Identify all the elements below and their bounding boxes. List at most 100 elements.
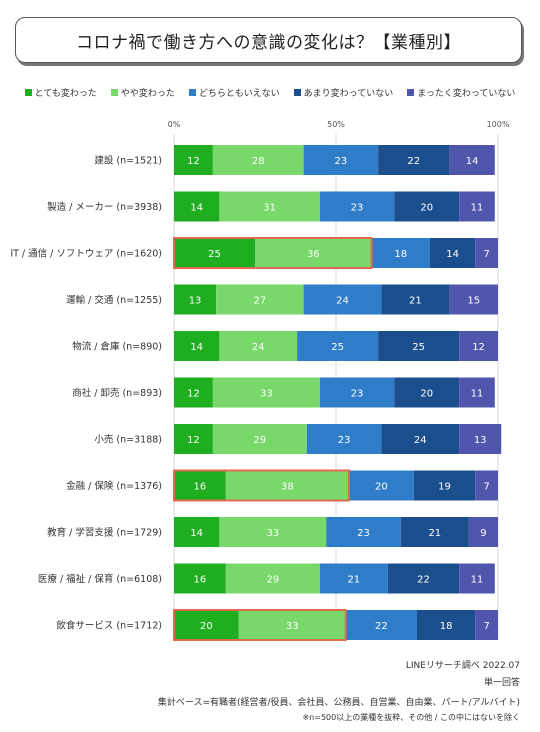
category-label: 商社 / 卸売 (n=893) bbox=[72, 387, 162, 399]
bar-segment bbox=[326, 517, 401, 547]
legend-label: とても変わった bbox=[34, 88, 97, 99]
data-label: 24 bbox=[336, 296, 349, 307]
bar-segment bbox=[174, 331, 220, 361]
category-label: 製造 / メーカー (n=3938) bbox=[47, 201, 162, 213]
data-label: 18 bbox=[440, 621, 453, 632]
data-label: 28 bbox=[252, 156, 265, 167]
legend-label: まったく変わっていない bbox=[417, 88, 516, 99]
data-label: 19 bbox=[438, 482, 451, 493]
bar-segment bbox=[174, 424, 213, 454]
bar-segment bbox=[378, 331, 460, 361]
chart-title: コロナ禍で働き方への意識の変化は？【業種別】 bbox=[15, 17, 522, 63]
data-label: 21 bbox=[347, 575, 360, 586]
data-label: 16 bbox=[194, 482, 207, 493]
data-label: 29 bbox=[253, 435, 266, 446]
bar-segment bbox=[394, 377, 460, 408]
footer-note: ※n=500以上の業種を抜粋、その他 / この中にはないを除く bbox=[302, 713, 520, 722]
data-label: 15 bbox=[467, 296, 480, 307]
stacked-bar-chart: 0% 50% 100% 建設 (n=1521) 12 28 23 22 14 製造 / メーカー … bbox=[10, 120, 510, 641]
data-label: 27 bbox=[253, 296, 266, 307]
bar-segment bbox=[174, 238, 255, 268]
data-label: 20 bbox=[420, 389, 433, 400]
footer-base: 集計ベース=有職者(経営者/役員、会社員、公務員、自営業、自由業、パート/アルバ… bbox=[157, 698, 520, 708]
legend-item-not-much-changed: あまり変わっていない bbox=[293, 84, 394, 100]
x-tick-label: 0% bbox=[168, 120, 181, 129]
bar-segment bbox=[238, 610, 346, 640]
bar-segment bbox=[417, 610, 476, 640]
bar-segment bbox=[174, 145, 213, 175]
data-label: 14 bbox=[190, 528, 203, 539]
bar-segment bbox=[219, 331, 298, 361]
category-label: IT / 通信 / ソフトウェア (n=1620) bbox=[10, 248, 162, 260]
data-label: 14 bbox=[446, 249, 459, 260]
data-label: 14 bbox=[466, 156, 479, 167]
legend-swatch bbox=[293, 88, 301, 96]
bar-segment bbox=[394, 191, 460, 222]
bar-segment bbox=[475, 238, 498, 268]
bar-segment bbox=[413, 470, 476, 501]
data-label: 22 bbox=[407, 156, 420, 167]
data-label: 22 bbox=[417, 575, 430, 586]
data-label: 29 bbox=[266, 575, 279, 586]
legend-swatch bbox=[188, 88, 196, 96]
data-label: 33 bbox=[266, 528, 279, 539]
bar-segment bbox=[303, 145, 379, 175]
bar-segment bbox=[174, 563, 226, 594]
category-label: 医療 / 福祉 / 保育 (n=6108) bbox=[38, 573, 162, 585]
bar-segment bbox=[174, 377, 213, 408]
bar-segment bbox=[459, 377, 495, 408]
data-label: 16 bbox=[194, 575, 207, 586]
bar-segment bbox=[387, 563, 460, 594]
data-label: 11 bbox=[471, 575, 484, 586]
data-label: 38 bbox=[281, 482, 294, 493]
data-label: 14 bbox=[190, 342, 203, 353]
legend-swatch bbox=[407, 88, 415, 96]
data-label: 23 bbox=[334, 156, 347, 167]
bar-segment bbox=[468, 517, 498, 547]
bar-segment bbox=[381, 424, 460, 454]
data-label: 20 bbox=[375, 482, 388, 493]
bar-segment bbox=[174, 610, 239, 640]
data-label: 24 bbox=[414, 435, 427, 446]
x-tick-label: 100% bbox=[487, 120, 510, 129]
bar-segment bbox=[306, 424, 382, 454]
legend-label: あまり変わっていない bbox=[303, 88, 394, 99]
bar-segment bbox=[459, 424, 502, 454]
data-label: 7 bbox=[483, 621, 489, 632]
bar-segment bbox=[212, 377, 320, 408]
bar-segment bbox=[174, 517, 220, 547]
category-label: 教育 / 学習支援 (n=1729) bbox=[47, 527, 162, 539]
bar-segment bbox=[475, 470, 498, 501]
data-label: 25 bbox=[331, 342, 344, 353]
legend-item-not-changed-at-all: まったく変わっていない bbox=[407, 84, 515, 100]
data-label: 23 bbox=[338, 435, 351, 446]
bar-segment bbox=[219, 191, 320, 222]
legend-swatch bbox=[24, 88, 32, 96]
data-label: 12 bbox=[187, 389, 200, 400]
highlight-box bbox=[173, 609, 347, 641]
bar-segment bbox=[255, 238, 372, 268]
category-label: 建設 (n=1521) bbox=[94, 155, 162, 167]
data-label: 33 bbox=[286, 621, 299, 632]
legend-item-neutral: どちらともいえない bbox=[188, 84, 280, 100]
data-label: 12 bbox=[187, 156, 200, 167]
x-tick-label: 50% bbox=[327, 120, 345, 129]
bar-segment bbox=[319, 191, 395, 222]
bar-segment bbox=[297, 331, 379, 361]
data-label: 24 bbox=[252, 342, 265, 353]
data-label: 25 bbox=[208, 249, 221, 260]
footer-answer-type: 単一回答 bbox=[483, 678, 520, 688]
data-label: 31 bbox=[263, 203, 276, 214]
bar-segment bbox=[345, 610, 417, 640]
bar-segment bbox=[449, 284, 498, 315]
data-label: 14 bbox=[190, 203, 203, 214]
bar-segment bbox=[475, 610, 498, 640]
data-label: 23 bbox=[357, 528, 370, 539]
bar-segment bbox=[212, 145, 304, 175]
legend-label: やや変わった bbox=[120, 88, 175, 99]
data-label: 25 bbox=[412, 342, 425, 353]
legend: とても変わった やや変わった どちらともいえない あまり変わっていない まったく… bbox=[0, 84, 540, 100]
data-label: 7 bbox=[483, 249, 489, 260]
category-label: 金融 / 保険 (n=1376) bbox=[66, 480, 162, 492]
highlight-box bbox=[173, 469, 350, 502]
